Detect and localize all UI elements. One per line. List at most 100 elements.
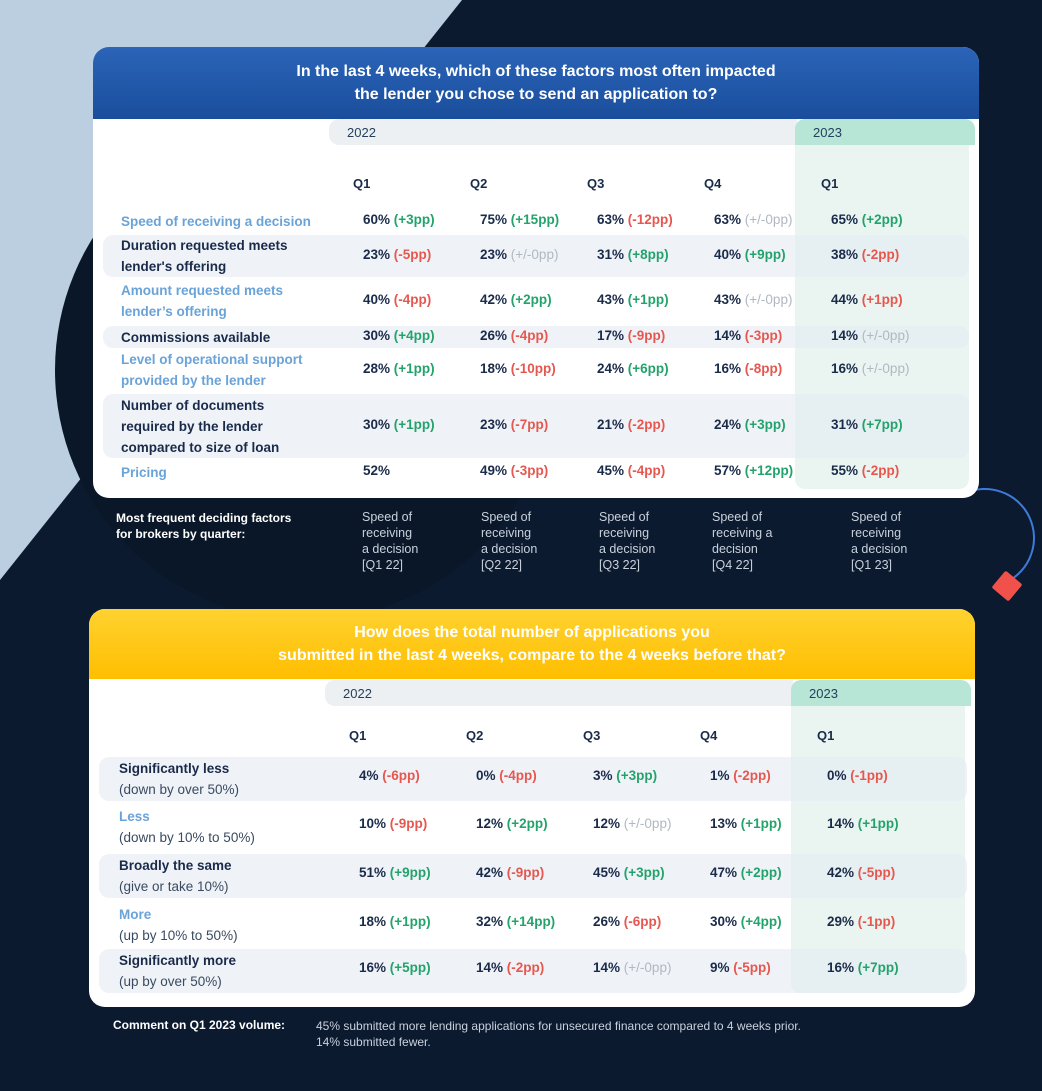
survey1-year-2022: 2022 [329, 119, 797, 145]
survey2-question-line2: submitted in the last 4 weeks, compare t… [278, 647, 786, 664]
survey1-value: 65% [831, 212, 859, 227]
survey2-change: (-4pp) [499, 768, 537, 783]
survey2-change: (+/-0pp) [623, 816, 672, 831]
survey2-cell: 29% (-1pp) [827, 914, 895, 929]
survey1-value: 60% [363, 212, 391, 227]
survey2-row-label-sub: (down by 10% to 50%) [119, 830, 255, 845]
survey1-value: 24% [597, 361, 625, 376]
deciding-factor-line: [Q2 22] [481, 558, 522, 572]
survey1-change: (+15pp) [510, 212, 560, 227]
survey2-cell: 30% (+4pp) [710, 914, 782, 929]
survey2-cell: 12% (+2pp) [476, 816, 548, 831]
survey1-value: 21% [597, 417, 625, 432]
survey1-row: Number of documents required by the lende… [103, 394, 969, 458]
survey1-change: (-12pp) [627, 212, 673, 227]
survey1-cell: 57% (+12pp) [714, 463, 793, 478]
survey2-cell: 1% (-2pp) [710, 768, 771, 783]
survey1-cell: 16% (+/-0pp) [831, 361, 909, 376]
survey2-value: 42% [827, 865, 855, 880]
survey1-cell: 14% (-3pp) [714, 328, 782, 343]
deciding-factor-line: receiving a [712, 526, 773, 540]
survey2-value: 9% [710, 960, 730, 975]
survey1-value: 14% [831, 328, 859, 343]
survey1-cell: 23% (-7pp) [480, 417, 548, 432]
survey1-row-label: Commissions available [121, 327, 270, 348]
survey1-value: 30% [363, 328, 391, 343]
comment-line1: 45% submitted more lending applications … [316, 1019, 801, 1033]
survey1-cell: 14% (+/-0pp) [831, 328, 909, 343]
survey1-value: 40% [363, 292, 391, 307]
survey2-cell: 16% (+5pp) [359, 960, 431, 975]
survey2-value: 13% [710, 816, 738, 831]
survey2-row: Less (down by 10% to 50%) 10% (-9pp) 12% (+… [99, 805, 967, 849]
survey2-change: (-1pp) [850, 768, 888, 783]
deciding-factor-cell: Speed of receiving a decision [Q4 22] [712, 509, 822, 573]
survey2-cell: 18% (+1pp) [359, 914, 431, 929]
survey1-value: 63% [714, 212, 742, 227]
survey1-value: 24% [714, 417, 742, 432]
survey1-cell: 42% (+2pp) [480, 292, 552, 307]
survey1-quarter-header: Q2 [470, 176, 488, 191]
survey1-cell: 24% (+6pp) [597, 361, 669, 376]
survey2-cell: 0% (-4pp) [476, 768, 537, 783]
comment-line2: 14% submitted fewer. [316, 1035, 431, 1049]
survey2-change: (+3pp) [616, 768, 658, 783]
survey1-row: Commissions available 30% (+4pp) 26% (-4pp… [103, 326, 969, 348]
deciding-factor-line: Speed of [362, 510, 413, 524]
survey2-change: (-9pp) [506, 865, 545, 880]
survey1-change: (-4pp) [627, 463, 666, 478]
survey1-change: (-10pp) [510, 361, 556, 376]
survey2-cell: 12% (+/-0pp) [593, 816, 671, 831]
survey1-value: 45% [597, 463, 625, 478]
survey1-cell: 63% (-12pp) [597, 212, 673, 227]
survey2-cell: 26% (-6pp) [593, 914, 661, 929]
survey2-cell: 32% (+14pp) [476, 914, 555, 929]
survey1-value: 52% [363, 463, 391, 478]
survey1-value: 31% [597, 247, 625, 262]
deciding-factor-line: receiving [599, 526, 650, 540]
survey2-card: How does the total number of application… [89, 609, 975, 1007]
survey1-cell: 24% (+3pp) [714, 417, 786, 432]
survey2-change: (+9pp) [389, 865, 431, 880]
survey1-value: 49% [480, 463, 508, 478]
survey2-row-label-main: More [119, 907, 152, 922]
survey1-change: (-8pp) [744, 361, 783, 376]
survey1-value: 26% [480, 328, 508, 343]
survey1-cell: 26% (-4pp) [480, 328, 548, 343]
survey1-change: (+/-0pp) [861, 361, 910, 376]
survey1-change: (+2pp) [861, 212, 903, 227]
survey2-cell: 14% (+/-0pp) [593, 960, 671, 975]
deciding-factors-title: Most frequent deciding factors for broke… [116, 511, 292, 541]
survey2-cell: 16% (+7pp) [827, 960, 899, 975]
survey1-value: 30% [363, 417, 391, 432]
survey2-change: (+7pp) [857, 960, 899, 975]
survey2-value: 10% [359, 816, 387, 831]
deciding-factor-line: receiving [362, 526, 413, 540]
survey1-change: (+2pp) [510, 292, 552, 307]
deciding-factor-line: a decision [851, 542, 908, 556]
survey1-value: 43% [597, 292, 625, 307]
survey1-row-label-line: Level of operational support [121, 352, 303, 367]
survey2-value: 42% [476, 865, 504, 880]
comment-text: 45% submitted more lending applications … [316, 1018, 801, 1050]
survey2-change: (+1pp) [857, 816, 899, 831]
survey2-cell: 10% (-9pp) [359, 816, 427, 831]
survey1-cell: 23% (+/-0pp) [480, 247, 558, 262]
survey2-change: (+/-0pp) [623, 960, 672, 975]
survey1-quarter-header: Q4 [704, 176, 722, 191]
survey1-row: Amount requested meets lender’s offering 4… [103, 280, 969, 322]
survey1-row-label-line: Number of documents [121, 398, 265, 413]
survey1-row-label-line: lender's offering [121, 259, 227, 274]
deciding-factor-line: [Q1 23] [851, 558, 892, 572]
survey2-change: (+14pp) [506, 914, 556, 929]
survey2-row-label: Broadly the same (give or take 10%) [119, 855, 232, 897]
survey2-change: (+1pp) [389, 914, 431, 929]
survey2-row-label-sub: (up by over 50%) [119, 974, 222, 989]
survey2-value: 29% [827, 914, 855, 929]
survey1-value: 42% [480, 292, 508, 307]
survey2-value: 14% [593, 960, 621, 975]
deciding-factor-line: a decision [362, 542, 419, 556]
survey1-row-label: Pricing [121, 462, 167, 483]
survey2-cell: 0% (-1pp) [827, 768, 888, 783]
survey2-value: 16% [827, 960, 855, 975]
